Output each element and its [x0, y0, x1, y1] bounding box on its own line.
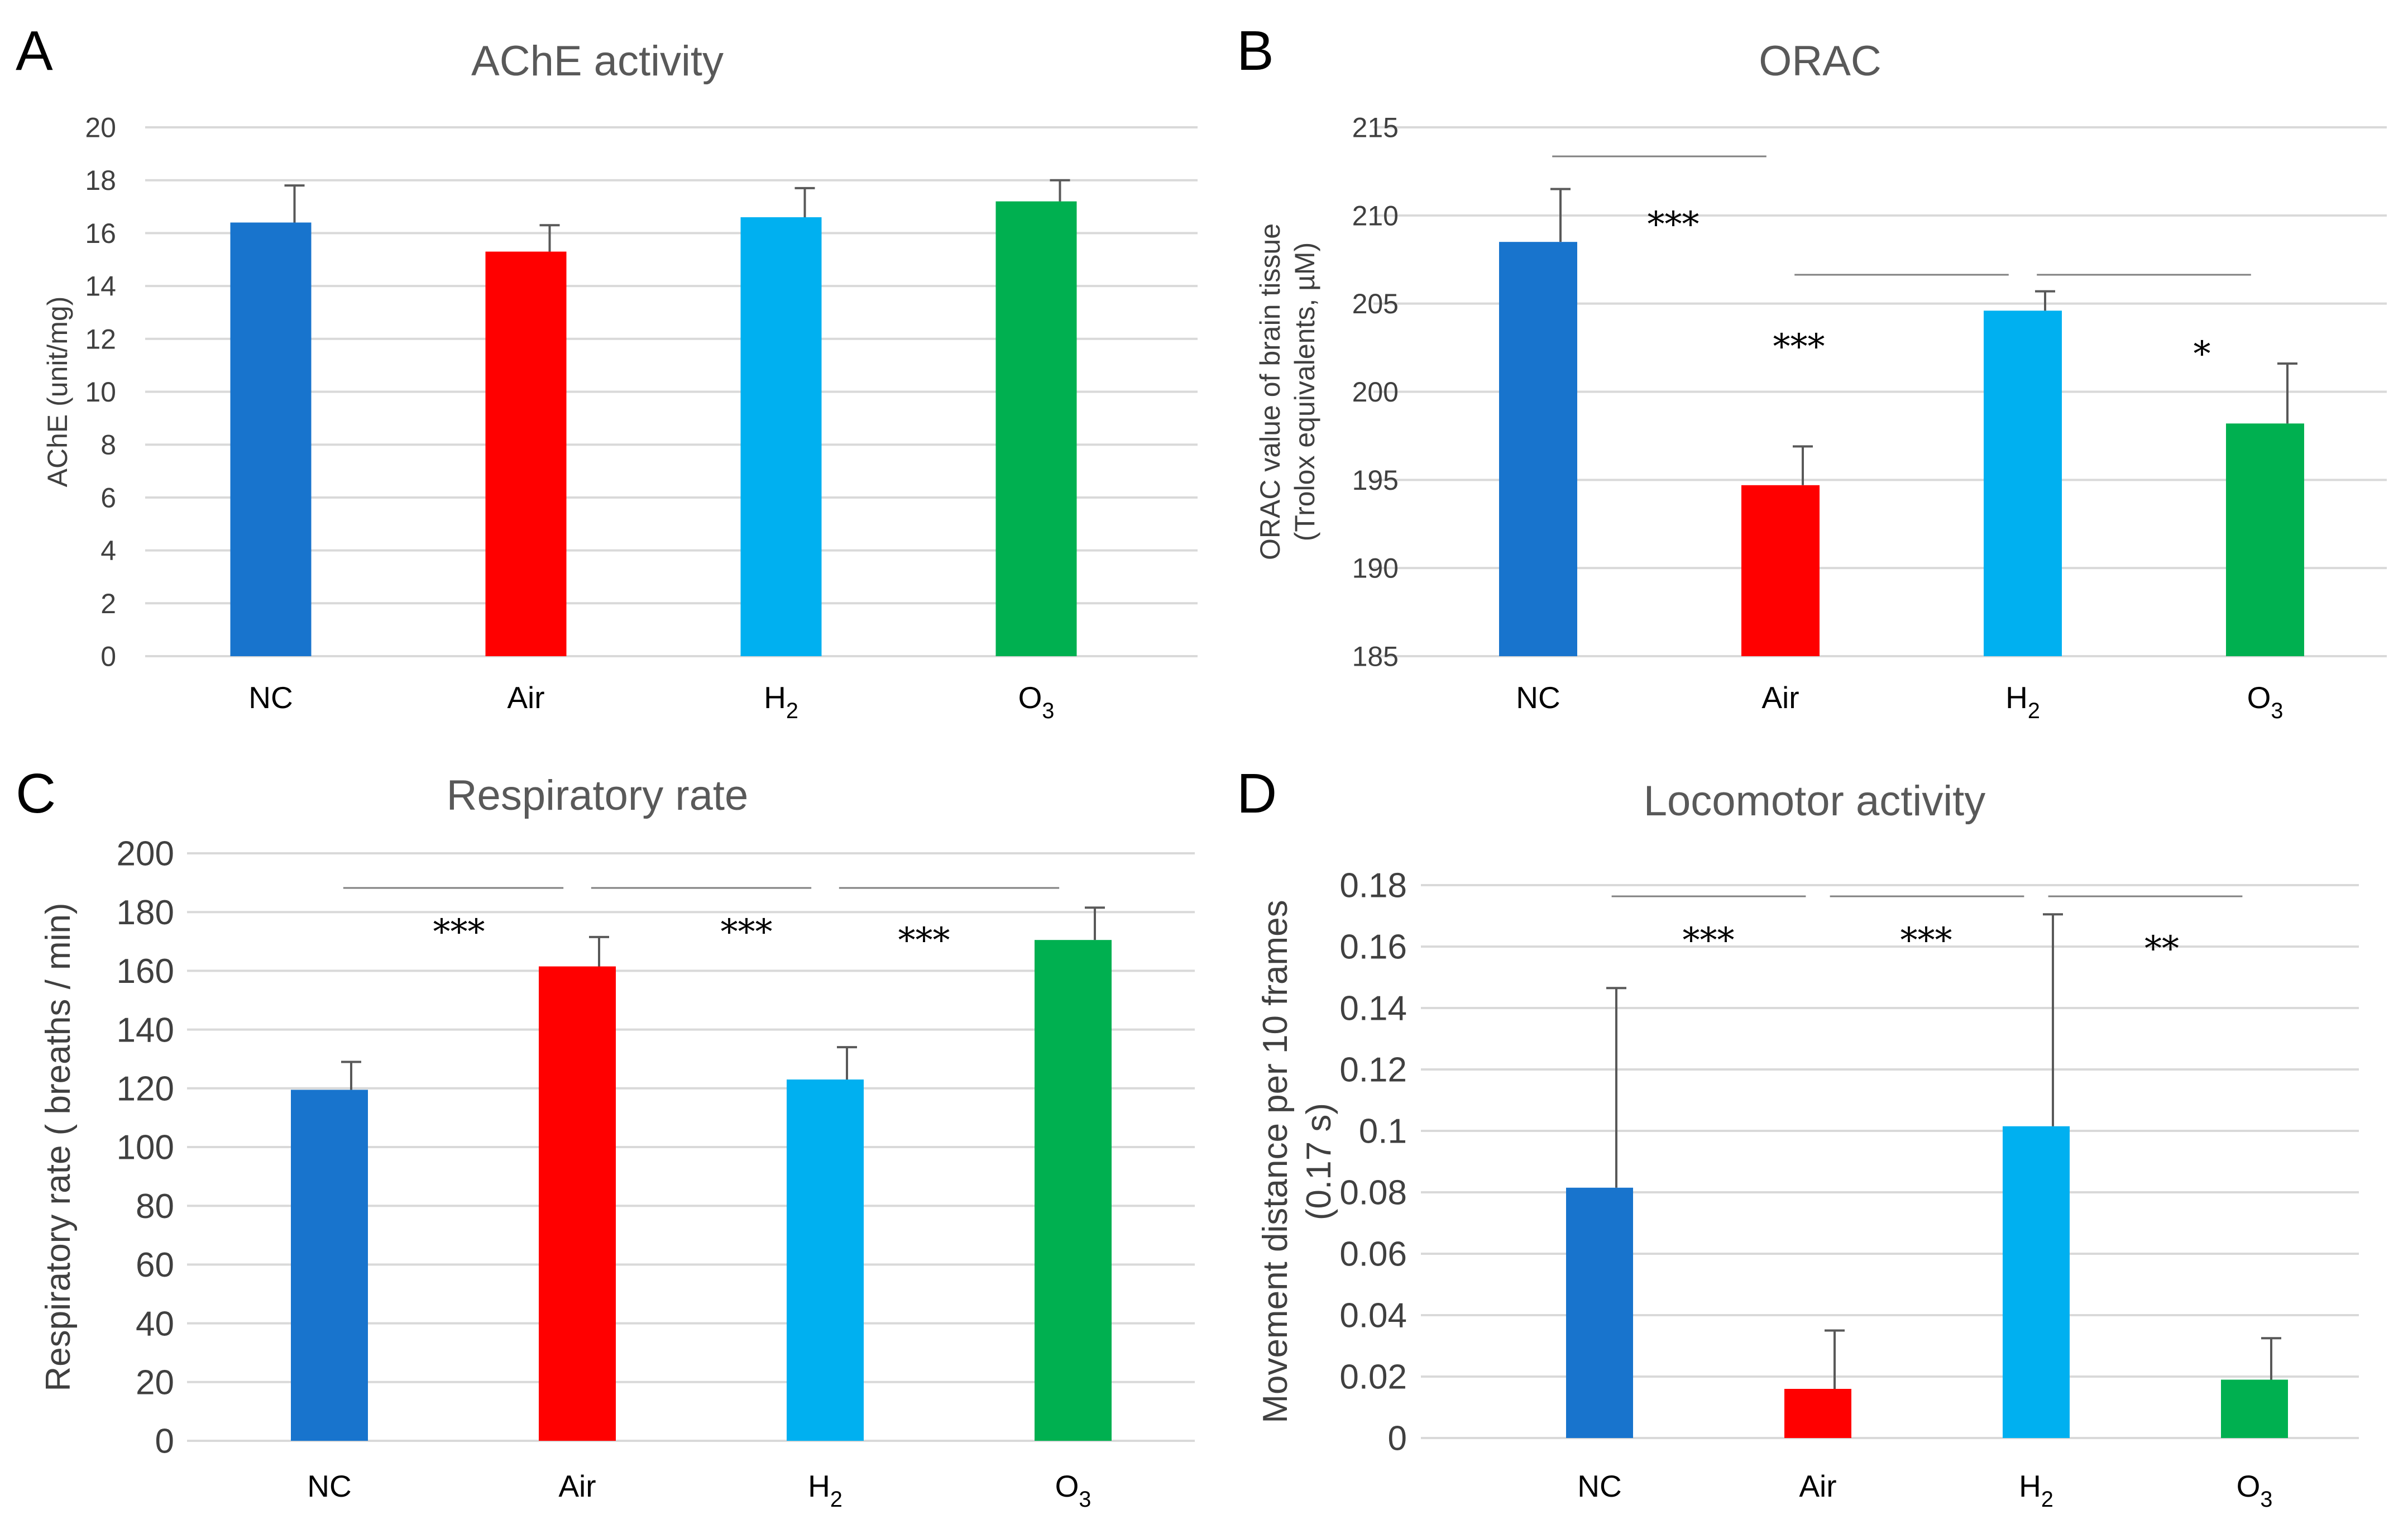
category-label: NC [248, 680, 293, 715]
category-label: O3 [1018, 680, 1055, 723]
y-tick-label: 0.02 [1339, 1358, 1407, 1397]
category-label: H2 [2019, 1469, 2053, 1512]
y-tick-label: 6 [100, 482, 116, 513]
bar [2221, 1379, 2288, 1438]
bar [1499, 242, 1577, 656]
bar [2003, 1126, 2070, 1438]
y-axis-label: (Trolox equivalents, µM) [1289, 242, 1320, 541]
y-tick-label: 0.12 [1339, 1051, 1407, 1090]
y-tick-label: 0 [100, 641, 116, 672]
y-axis-label: AChE (unit/mg) [42, 297, 73, 488]
y-tick-label: 0.16 [1339, 928, 1407, 967]
chart-title-d: Locomotor activity [1644, 777, 1985, 825]
significance-label: *** [1648, 204, 1700, 245]
category-label: Air [558, 1469, 596, 1503]
category-label: H2 [808, 1469, 842, 1512]
y-tick-label: 200 [117, 835, 174, 873]
panel-b-chart: B ORAC 185 190 195 200 205 210 215 ORAC value o… [1237, 20, 2387, 723]
bar [1741, 485, 1820, 656]
category-label: NC [1516, 680, 1560, 715]
panel-letter-d: D [1237, 762, 1277, 825]
category-label: H2 [764, 680, 798, 723]
y-tick-label: 200 [1352, 376, 1399, 408]
bar [2226, 423, 2304, 656]
bar [1784, 1389, 1851, 1438]
y-tick-label: 16 [85, 218, 116, 249]
y-tick-label: 0.18 [1339, 867, 1407, 905]
significance-label: *** [1683, 920, 1735, 961]
y-tick-label: 0.06 [1339, 1235, 1407, 1274]
category-label: Air [507, 680, 544, 715]
category-label: O3 [2237, 1469, 2273, 1512]
bar [787, 1079, 864, 1441]
y-tick-label: 185 [1352, 641, 1399, 672]
category-label: NC [1577, 1469, 1621, 1503]
y-tick-label: 0.1 [1359, 1112, 1407, 1151]
category-label: O3 [1055, 1469, 1092, 1512]
bar [995, 201, 1077, 657]
category-label: Air [1761, 680, 1799, 715]
y-tick-label: 210 [1352, 200, 1399, 231]
bar [1566, 1187, 1633, 1438]
panel-letter-b: B [1237, 20, 1274, 82]
y-tick-label: 120 [117, 1070, 174, 1109]
y-tick-label: 10 [85, 376, 116, 408]
bar [230, 222, 312, 657]
significance-label: *** [433, 911, 485, 952]
significance-label: *** [1773, 326, 1825, 367]
y-axis-label: Respiratory rate ( breaths / min) [39, 902, 78, 1391]
significance-label: *** [1900, 920, 1952, 961]
category-label: O3 [2247, 680, 2283, 723]
y-tick-label: 205 [1352, 288, 1399, 319]
panel-letter-c: C [16, 762, 56, 825]
y-tick-label: 80 [136, 1187, 174, 1226]
y-tick-label: 12 [85, 323, 116, 355]
bar [1984, 311, 2062, 656]
panel-a-chart: A AChE activity 0 2 4 6 8 10 12 14 16 18 20 AChE (u… [16, 20, 1198, 723]
y-tick-label: 215 [1352, 112, 1399, 144]
bar [740, 217, 822, 656]
significance-label: *** [721, 911, 773, 952]
y-tick-label: 0 [155, 1422, 174, 1461]
category-label: NC [307, 1469, 351, 1503]
y-tick-label: 180 [117, 894, 174, 932]
y-tick-label: 8 [100, 429, 116, 461]
category-label: Air [1799, 1469, 1836, 1503]
significance-label: *** [898, 920, 950, 961]
y-tick-label: 0.04 [1339, 1297, 1407, 1335]
chart-title-a: AChE activity [471, 37, 724, 85]
y-tick-label: 0 [1388, 1420, 1407, 1458]
panel-d-chart: D Locomotor activity 0 0.02 0.04 0.06 0.08 0.… [1237, 762, 2359, 1512]
y-axis-label: ORAC value of brain tissue [1255, 223, 1286, 560]
bar [1035, 940, 1112, 1441]
y-tick-label: 0.08 [1339, 1174, 1407, 1212]
y-tick-label: 140 [117, 1011, 174, 1049]
chart-title-b: ORAC [1759, 37, 1882, 85]
significance-label: ** [2144, 928, 2179, 969]
y-tick-label: 190 [1352, 553, 1399, 584]
y-tick-label: 160 [117, 952, 174, 991]
y-tick-label: 2 [100, 588, 116, 619]
y-tick-label: 40 [136, 1305, 174, 1343]
panel-letter-a: A [16, 20, 53, 82]
chart-title-c: Respiratory rate [447, 772, 749, 819]
y-tick-label: 18 [85, 165, 116, 196]
y-tick-label: 100 [117, 1129, 174, 1167]
y-tick-label: 20 [85, 112, 116, 144]
y-tick-label: 20 [136, 1364, 174, 1402]
bar [539, 966, 616, 1441]
y-tick-label: 195 [1352, 465, 1399, 496]
y-axis-label: (0.17 s) [1300, 1103, 1338, 1220]
panel-c-chart: C Respiratory rate 0 20 40 60 80 100 120 140 160… [16, 762, 1195, 1512]
bar [485, 251, 567, 656]
y-tick-label: 0.14 [1339, 990, 1407, 1028]
category-label: H2 [2005, 680, 2040, 723]
significance-label: * [2194, 333, 2211, 374]
y-tick-label: 60 [136, 1246, 174, 1284]
y-tick-label: 14 [85, 271, 116, 302]
bar [291, 1090, 368, 1441]
y-axis-label: Movement distance per 10 frames [1256, 900, 1295, 1423]
y-tick-label: 4 [100, 535, 116, 566]
